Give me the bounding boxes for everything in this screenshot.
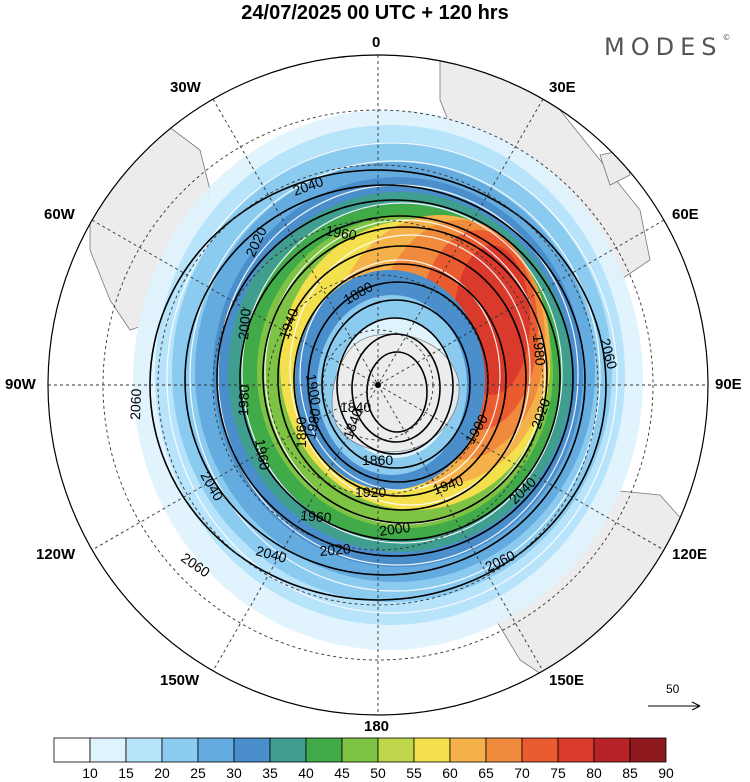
copyright-mark: © — [722, 33, 731, 42]
colorbar-tick-label: 40 — [298, 765, 314, 781]
colorbar-tick-label: 90 — [658, 765, 674, 781]
colorbar-tick-label: 20 — [154, 765, 170, 781]
contour-label: 2020 — [319, 540, 352, 559]
colorbar-tick-label: 80 — [586, 765, 602, 781]
lon-label-60e: 60E — [672, 206, 699, 223]
contour-1880 — [336, 317, 454, 455]
colorbar-tick-label: 10 — [82, 765, 98, 781]
contour-1980 — [262, 226, 548, 524]
lon-label-150w: 150W — [160, 672, 200, 689]
colorbar-swatch — [197, 737, 235, 763]
reference-vector: 50 — [648, 682, 701, 711]
colorbar-tick-label: 50 — [370, 765, 386, 781]
lon-label-30e: 30E — [549, 79, 576, 96]
colorbar-swatch — [557, 737, 595, 763]
colorbar-swatch — [521, 737, 559, 763]
colorbar-swatch — [593, 737, 631, 763]
reference-vector-head — [691, 701, 701, 711]
streamline — [241, 202, 563, 544]
lon-label-60w: 60W — [44, 206, 75, 223]
lon-label-90w: 90W — [5, 376, 36, 393]
contour-label: 1860 — [362, 452, 393, 468]
streamline — [189, 160, 601, 592]
contour-2040 — [184, 184, 586, 576]
colorbar-tick-label: 65 — [478, 765, 494, 781]
streamline — [166, 142, 618, 614]
colorbar-swatch — [125, 737, 163, 763]
contour-label-group: 2060 2060 2060 2060 2040 2040 2040 2040 … — [127, 173, 621, 580]
modes-logo: MODES© — [604, 33, 730, 61]
streamline — [299, 259, 501, 491]
contour-label: 1960 — [300, 507, 333, 526]
colorbar-tick-label: 55 — [406, 765, 422, 781]
colorbar-tick-label: 30 — [226, 765, 242, 781]
streamline — [289, 234, 531, 506]
colorbar-tick-label: 25 — [190, 765, 206, 781]
colorbar-tick-label: 15 — [118, 765, 134, 781]
contour-label: 2000 — [235, 308, 254, 341]
contour-2000 — [239, 215, 561, 541]
contour-1960 — [277, 245, 527, 511]
colorbar-swatch — [89, 737, 127, 763]
contour-label: 1980 — [235, 384, 252, 416]
contour-label: 1960 — [324, 222, 358, 243]
colorbar-tick-label: 35 — [262, 765, 278, 781]
contour-2020 — [216, 199, 574, 557]
south-pole-marker — [375, 382, 381, 388]
colorbar — [53, 737, 667, 763]
lon-label-180: 180 — [364, 718, 390, 735]
colorbar-swatch — [341, 737, 379, 763]
lon-label-0: 0 — [372, 34, 381, 51]
contour-label: 2060 — [597, 337, 621, 371]
contour-1940 — [293, 263, 507, 497]
colorbar-swatch — [53, 737, 91, 763]
colorbar-swatch — [377, 737, 415, 763]
contour-label: 2040 — [254, 542, 288, 566]
contour-label: 1960 — [252, 438, 273, 472]
colorbar-tick-label: 85 — [622, 765, 638, 781]
contour-label: 1920 — [355, 484, 386, 500]
lon-label-120w: 120W — [36, 546, 76, 563]
colorbar-tick-label: 75 — [550, 765, 566, 781]
contour-label: 1860 — [293, 417, 309, 448]
colorbar-tick-label: 70 — [514, 765, 530, 781]
colorbar-swatch — [269, 737, 307, 763]
logo-text: MODES — [604, 33, 723, 61]
colorbar-swatch — [413, 737, 451, 763]
contour-label: 2000 — [378, 519, 411, 539]
contour-label: 1980 — [530, 334, 549, 367]
contour-label: 1980 — [302, 407, 323, 441]
colorbar-swatch — [233, 737, 271, 763]
map-boundary — [47, 54, 709, 716]
colorbar-swatch — [305, 737, 343, 763]
contour-1840 — [366, 351, 428, 433]
map-title: 24/07/2025 00 UTC + 120 hrs — [241, 2, 509, 24]
contour-label: 1840 — [340, 399, 371, 415]
wind-vectors — [166, 142, 618, 614]
colorbar-tick-label: 45 — [334, 765, 350, 781]
reference-vector-label: 50 — [666, 682, 680, 696]
lon-label-150e: 150E — [549, 672, 585, 689]
contour-1900 — [321, 299, 471, 469]
latitude-circle — [102, 109, 654, 661]
contour-1920 — [307, 281, 489, 483]
colorbar-swatch — [449, 737, 487, 763]
colorbar-tick-label: 60 — [442, 765, 458, 781]
lon-label-90e: 90E — [715, 376, 742, 393]
contour-1860 — [351, 333, 441, 443]
colorbar-swatch — [485, 737, 523, 763]
colorbar-swatch — [629, 737, 667, 763]
contour-label: 1900 — [303, 373, 324, 407]
contour-label: 2060 — [127, 388, 144, 420]
colorbar-swatch — [161, 737, 199, 763]
lon-label-30w: 30W — [170, 79, 201, 96]
lon-label-120e: 120E — [672, 546, 708, 563]
streamline — [264, 219, 546, 525]
